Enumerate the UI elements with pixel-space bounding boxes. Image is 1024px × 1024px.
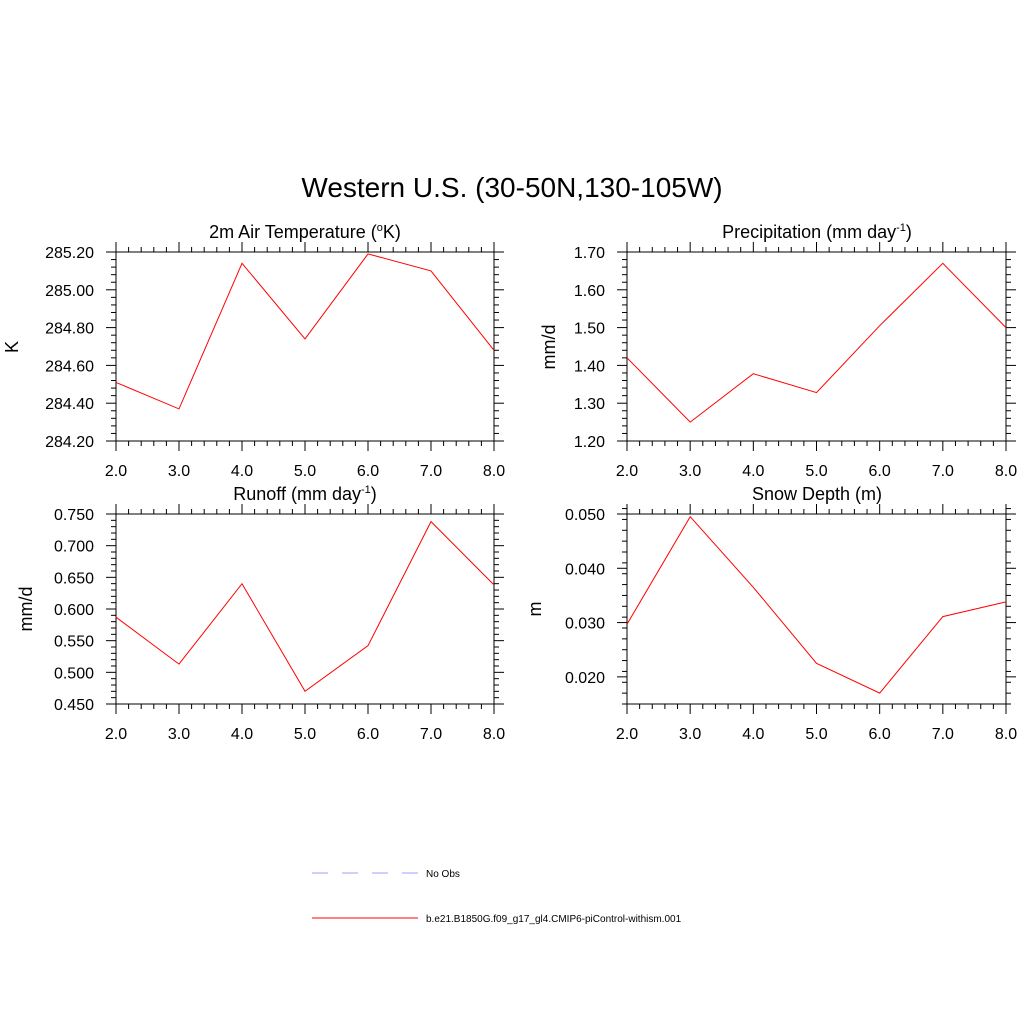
y-tick-label: 1.50 xyxy=(574,321,605,338)
x-tick-labels: 2.0 3.0 4.0 5.0 6.0 7.0 8.0 xyxy=(616,726,1017,743)
y-tick-label: 0.600 xyxy=(54,602,94,619)
panel-precipitation: Precipitation (mm day-1) mm/d 2.0 3.0 4.0 5… xyxy=(539,222,1017,480)
x-tick-label: 6.0 xyxy=(869,726,891,743)
y-tick-label: 0.550 xyxy=(54,634,94,651)
axis-ticks xyxy=(106,242,504,451)
x-tick-label: 4.0 xyxy=(742,726,764,743)
x-tick-label: 4.0 xyxy=(231,463,253,480)
y-tick-label: 285.00 xyxy=(45,283,94,300)
y-tick-label: 0.030 xyxy=(565,616,605,633)
series-line-model xyxy=(626,262,1007,423)
x-tick-label: 8.0 xyxy=(995,463,1017,480)
y-tick-labels: 284.20 284.40 284.60 284.80 285.00 285.20 xyxy=(45,245,94,451)
panel-title: Precipitation (mm day-1) xyxy=(722,222,912,242)
y-tick-labels: 1.20 1.30 1.40 1.50 1.60 1.70 xyxy=(574,245,605,451)
panel-air-temperature: 2m Air Temperature (oK) K 2.0 3.0 4.0 5.0 6.… xyxy=(2,222,505,480)
y-tick-label: 0.020 xyxy=(565,670,605,687)
figure-title: Western U.S. (30-50N,130-105W) xyxy=(301,172,722,203)
x-tick-label: 8.0 xyxy=(483,726,505,743)
plot-frame xyxy=(115,251,495,442)
axis-ticks xyxy=(106,504,504,714)
panel-snow-depth: Snow Depth (m) m 2.0 3.0 4.0 5.0 6.0 7.0 8.0 0… xyxy=(525,484,1017,743)
x-tick-label: 7.0 xyxy=(932,726,954,743)
x-tick-label: 2.0 xyxy=(105,463,127,480)
y-tick-label: 1.30 xyxy=(574,396,605,413)
panel-title: Runoff (mm day-1) xyxy=(233,484,377,504)
x-tick-label: 3.0 xyxy=(679,463,701,480)
y-tick-label: 1.40 xyxy=(574,358,605,375)
y-tick-labels: 0.020 0.030 0.040 0.050 xyxy=(565,507,605,687)
x-tick-labels: 2.0 3.0 4.0 5.0 6.0 7.0 8.0 xyxy=(105,463,505,480)
x-tick-label: 6.0 xyxy=(869,463,891,480)
x-tick-labels: 2.0 3.0 4.0 5.0 6.0 7.0 8.0 xyxy=(105,726,505,743)
x-tick-label: 6.0 xyxy=(357,463,379,480)
axis-ticks xyxy=(617,504,1016,714)
y-tick-labels: 0.450 0.500 0.550 0.600 0.650 0.700 0.750 xyxy=(54,507,94,714)
y-tick-label: 1.20 xyxy=(574,434,605,451)
y-axis-label: mm/d xyxy=(16,587,36,632)
y-tick-label: 0.750 xyxy=(54,507,94,524)
y-tick-label: 0.040 xyxy=(565,561,605,578)
panel-runoff: Runoff (mm day-1) mm/d 2.0 3.0 4.0 5.0 6.0 7.… xyxy=(16,484,505,743)
x-tick-label: 3.0 xyxy=(679,726,701,743)
series-line-model xyxy=(115,253,495,410)
y-tick-label: 284.40 xyxy=(45,396,94,413)
x-tick-label: 3.0 xyxy=(168,463,190,480)
x-tick-label: 5.0 xyxy=(294,463,316,480)
y-tick-label: 1.70 xyxy=(574,245,605,262)
y-tick-label: 285.20 xyxy=(45,245,94,262)
y-tick-label: 284.20 xyxy=(45,434,94,451)
panel-title: 2m Air Temperature (oK) xyxy=(209,222,401,242)
x-tick-label: 5.0 xyxy=(805,463,827,480)
plot-frame xyxy=(626,251,1007,442)
x-tick-labels: 2.0 3.0 4.0 5.0 6.0 7.0 8.0 xyxy=(616,463,1017,480)
legend-label-obs: No Obs xyxy=(426,869,460,880)
plot-frame xyxy=(626,513,1007,705)
panel-title: Snow Depth (m) xyxy=(752,484,882,504)
x-tick-label: 5.0 xyxy=(294,726,316,743)
legend: No Obs b.e21.B1850G.f09_g17_gl4.CMIP6-pi… xyxy=(312,869,682,925)
x-tick-label: 7.0 xyxy=(420,463,442,480)
y-tick-label: 0.700 xyxy=(54,539,94,556)
y-tick-label: 0.450 xyxy=(54,697,94,714)
y-tick-label: 1.60 xyxy=(574,283,605,300)
x-tick-label: 4.0 xyxy=(231,726,253,743)
plot-frame xyxy=(115,513,495,705)
y-tick-label: 0.650 xyxy=(54,570,94,587)
x-tick-label: 5.0 xyxy=(805,726,827,743)
y-axis-label: mm/d xyxy=(539,325,559,370)
x-tick-label: 2.0 xyxy=(105,726,127,743)
x-tick-label: 2.0 xyxy=(616,463,638,480)
legend-label-model: b.e21.B1850G.f09_g17_gl4.CMIP6-piControl… xyxy=(426,914,682,925)
x-tick-label: 3.0 xyxy=(168,726,190,743)
x-tick-label: 8.0 xyxy=(995,726,1017,743)
y-axis-label: K xyxy=(2,341,22,353)
x-tick-label: 2.0 xyxy=(616,726,638,743)
y-tick-label: 0.500 xyxy=(54,665,94,682)
y-tick-label: 0.050 xyxy=(565,507,605,524)
series-line-model xyxy=(115,520,495,693)
y-tick-label: 284.60 xyxy=(45,358,94,375)
y-tick-label: 284.80 xyxy=(45,321,94,338)
x-tick-label: 7.0 xyxy=(420,726,442,743)
x-tick-label: 6.0 xyxy=(357,726,379,743)
x-tick-label: 8.0 xyxy=(483,463,505,480)
x-tick-label: 4.0 xyxy=(742,463,764,480)
y-axis-label: m xyxy=(525,602,545,617)
series-line-model xyxy=(626,515,1007,694)
axis-ticks xyxy=(617,242,1016,451)
x-tick-label: 7.0 xyxy=(932,463,954,480)
